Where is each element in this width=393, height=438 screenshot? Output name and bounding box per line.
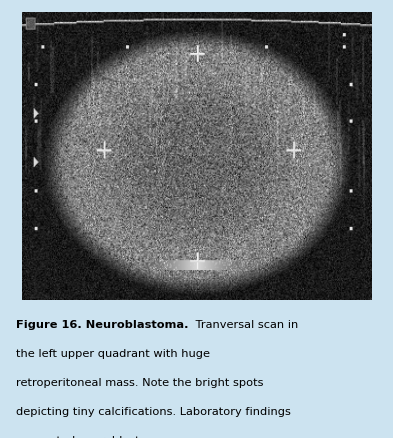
Text: suggested neuroblastoma.: suggested neuroblastoma. <box>16 435 168 438</box>
Text: the left upper quadrant with huge: the left upper quadrant with huge <box>16 349 210 359</box>
Text: depicting tiny calcifications. Laboratory findings: depicting tiny calcifications. Laborator… <box>16 406 290 417</box>
Text: Tranversal scan in: Tranversal scan in <box>192 320 298 330</box>
Text: Figure 16. Neuroblastoma.: Figure 16. Neuroblastoma. <box>16 320 188 330</box>
Text: retroperitoneal mass. Note the bright spots: retroperitoneal mass. Note the bright sp… <box>16 378 263 388</box>
